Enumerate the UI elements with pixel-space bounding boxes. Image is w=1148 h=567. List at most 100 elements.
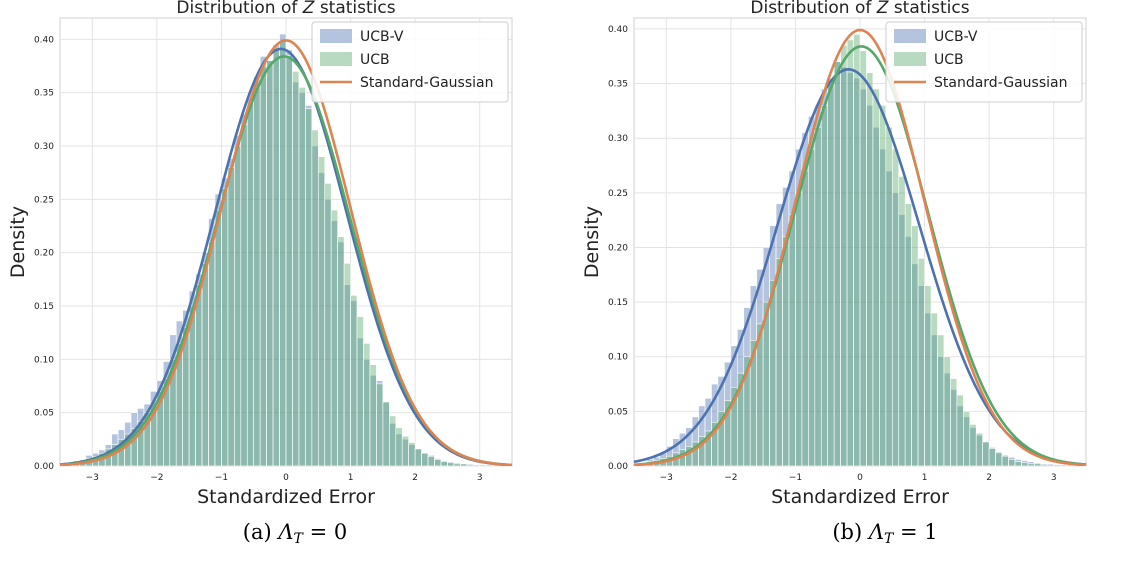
histogram-bar-ucb (208, 241, 216, 466)
histogram-bar-ucb (363, 343, 371, 466)
caption-rest: = 0 (302, 520, 348, 544)
histogram-bar-ucb (891, 148, 900, 466)
caption-label: (b) (832, 520, 869, 544)
legend-swatch (320, 29, 352, 43)
density-line-ucb-v (60, 47, 512, 466)
histogram-bar-ucb (253, 81, 261, 466)
x-tick-label: 2 (986, 473, 992, 483)
histogram-bar-ucb (389, 415, 397, 466)
histogram-bar-ucb (421, 452, 429, 466)
histogram-bar-ucb (1040, 464, 1048, 466)
histogram-bar-ucb (904, 203, 912, 466)
histogram-bar-ucb (950, 378, 958, 466)
histogram-bar-ucb (975, 432, 983, 466)
histogram-bar-ucb (969, 424, 977, 466)
histogram-bar-ucb (305, 108, 313, 466)
histogram-bar-ucb (460, 463, 468, 466)
histogram-bar-ucb (259, 65, 267, 466)
histogram-bar-ucb (466, 464, 474, 466)
chart-title: Distribution of Z statistics (750, 0, 969, 18)
histogram-bar-ucb (382, 401, 390, 466)
histogram-bar-ucb (879, 105, 887, 466)
histogram-bar-ucb (769, 279, 777, 466)
x-tick-label: 3 (1051, 473, 1057, 483)
histogram-bar-ucb (395, 427, 403, 466)
histogram-bar-ucb (343, 263, 351, 466)
x-tick-label: −3 (660, 473, 673, 483)
histogram-bar-ucb (221, 188, 229, 466)
y-axis-label: Density (581, 206, 603, 278)
caption-symbol: Λ (278, 520, 294, 544)
legend-label: UCB-V (934, 29, 978, 45)
histogram-bar-ucb (795, 192, 803, 466)
x-tick-label: 1 (922, 473, 928, 483)
histogram-bar-ucb (479, 464, 487, 466)
y-tick-label: 0.20 (34, 249, 54, 259)
legend-box (885, 21, 1083, 103)
x-axis-label: Standardized Error (197, 486, 375, 508)
plot-marks (60, 33, 512, 466)
histogram-bar-ucb (982, 441, 990, 466)
histogram-bar-ucb (227, 167, 235, 466)
caption-b: (b) ΛT = 1 (800, 520, 970, 547)
histogram-bar-ucb (840, 45, 848, 466)
x-axis-label: Standardized Error (771, 486, 949, 508)
histogram-bar-ucb (356, 316, 364, 466)
histogram-bar-ucb (930, 312, 938, 466)
legend-box (311, 21, 509, 103)
histogram-bar-ucb (995, 452, 1003, 466)
histogram-bar-ucb-v (1059, 464, 1067, 466)
histogram-bar-ucb (317, 156, 326, 466)
y-tick-label: 0.15 (34, 302, 54, 312)
density-line-ucb (634, 45, 1086, 466)
histogram-bar-ucb (1046, 464, 1055, 466)
histogram-bar-ucb (827, 83, 835, 466)
caption-rest: = 1 (893, 520, 938, 544)
legend-swatch (320, 52, 352, 66)
legend-label: Standard-Gaussian (360, 75, 494, 91)
histogram-bar-ucb (324, 183, 332, 466)
caption-subscript: T (884, 531, 894, 547)
histogram-bar-ucb (427, 456, 435, 466)
caption-a: (a) ΛT = 0 (210, 520, 380, 547)
histogram-bar-ucb (285, 55, 293, 466)
histogram-bar-ucb (1027, 463, 1035, 466)
x-tick-label: −1 (215, 473, 228, 483)
histogram-bar-ucb (292, 71, 300, 466)
histogram-bar-ucb (440, 461, 448, 466)
histogram-bar-ucb (1014, 461, 1022, 466)
y-tick-label: 0.30 (34, 142, 54, 152)
histogram-bar-ucb (917, 258, 925, 466)
x-tick-label: 2 (412, 473, 418, 483)
histogram-bar-ucb (246, 103, 255, 466)
histogram-bar-ucb (924, 285, 932, 466)
histogram-bar-ucb (337, 236, 345, 466)
histogram-bar-ucb (234, 145, 242, 466)
histogram-bar-ucb (808, 148, 816, 466)
y-tick-label: 0.40 (34, 35, 54, 45)
caption-label: (a) (242, 520, 279, 544)
histogram-bar-ucb (350, 295, 358, 466)
caption-subscript: T (293, 531, 303, 547)
histogram-bar-ucb (775, 258, 783, 466)
density-line-standard-gaussian (60, 39, 512, 466)
histogram-bar-ucb (272, 49, 280, 466)
histogram-bar-ucb (214, 209, 222, 466)
histogram-bar-ucb (898, 176, 906, 466)
histogram-bar-ucb (195, 284, 203, 466)
histogram-bar-ucb (188, 305, 196, 466)
x-tick-label: 1 (348, 473, 354, 483)
legend-label: UCB (934, 52, 964, 68)
histogram-bar-ucb (762, 301, 770, 466)
y-tick-label: 0.10 (34, 355, 54, 365)
histogram-bar-ucb (911, 225, 919, 466)
histogram-bar-ucb (1034, 463, 1042, 466)
y-tick-label: 0.20 (608, 243, 628, 253)
y-tick-label: 0.05 (608, 407, 628, 417)
y-tick-label: 0.25 (34, 195, 54, 205)
histogram-bar-ucb (846, 39, 854, 466)
y-tick-label: 0.35 (34, 89, 54, 99)
histogram-bar-ucb (485, 464, 493, 466)
histogram-bar-ucb (1053, 464, 1061, 466)
histogram-bar-ucb (447, 462, 455, 466)
